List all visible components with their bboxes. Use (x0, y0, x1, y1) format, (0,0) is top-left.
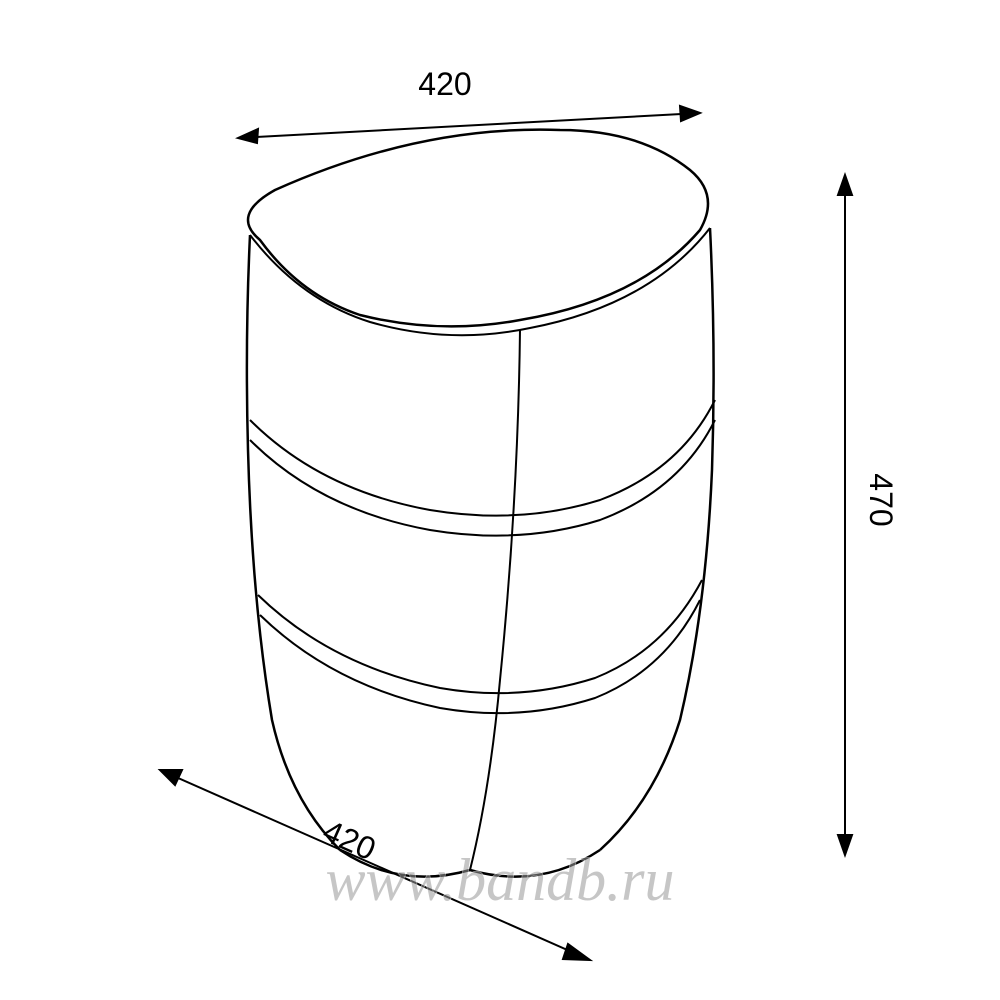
dimension-top-width: 420 (238, 66, 700, 143)
technical-drawing: 420 470 420 www.bandb.ru (0, 0, 1000, 1000)
pouf-top-rim (250, 228, 710, 335)
pouf-front-seam (470, 330, 520, 870)
dimension-top-width-label: 420 (418, 66, 471, 102)
pouf-left-edge (247, 235, 340, 850)
dimension-height-label: 470 (863, 473, 899, 526)
watermark-text: www.bandb.ru (326, 847, 675, 913)
dimension-height: 470 (838, 175, 899, 855)
pouf-right-edge (600, 228, 714, 850)
